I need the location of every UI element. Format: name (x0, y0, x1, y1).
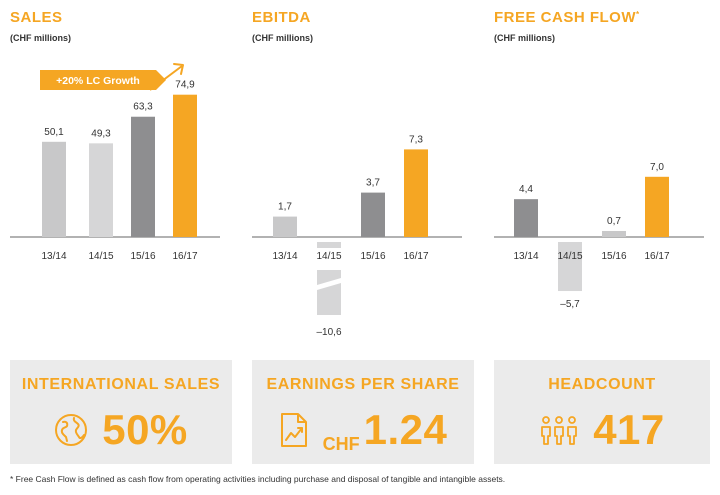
growth-arrow-head (173, 63, 184, 75)
bar (404, 149, 428, 237)
ebitda-bar-chart: 1,7 13/14 –10,6 14/15 3,7 15/16 7,3 16/17 (252, 134, 462, 338)
kpi-international-sales: INTERNATIONAL SALES 50% (10, 360, 232, 464)
chart-subtitle: (CHF millions) (10, 33, 71, 43)
category-label: 14/15 (557, 251, 582, 262)
data-label: 49,3 (91, 128, 111, 139)
chart-title-text: FREE CASH FLOW (494, 9, 636, 26)
chart-title: EBITDA (252, 9, 311, 26)
data-label: 1,7 (278, 202, 292, 213)
growth-banner (40, 70, 166, 90)
free-cash-flow-bar-chart: 4,4 13/14 –5,7 14/15 0,7 15/16 7,0 16/17 (494, 162, 704, 310)
bar (131, 116, 155, 237)
kpi-title: HEADCOUNT (548, 376, 656, 393)
bar (317, 270, 341, 285)
people-icon (541, 416, 578, 445)
data-label: –10,6 (316, 327, 341, 338)
globe-icon (55, 414, 88, 446)
data-label: 50,1 (44, 127, 64, 138)
chart-subtitle: (CHF millions) (252, 33, 313, 43)
document-chart-icon (280, 413, 307, 447)
category-label: 14/15 (88, 251, 113, 262)
bar (42, 141, 66, 237)
kpi-value: 417 (593, 406, 665, 453)
chart-subtitle: (CHF millions) (494, 33, 555, 43)
category-label: 16/17 (403, 251, 428, 262)
bar (645, 176, 669, 237)
data-label: 63,3 (133, 102, 153, 113)
bar (317, 242, 341, 248)
category-label: 13/14 (272, 251, 297, 262)
footnote: * Free Cash Flow is defined as cash flow… (10, 474, 506, 484)
kpi-title: INTERNATIONAL SALES (21, 376, 221, 393)
category-label: 13/14 (41, 251, 66, 262)
bar (514, 199, 538, 237)
bar (602, 230, 626, 237)
kpi-title: EARNINGS PER SHARE (266, 376, 460, 393)
data-label: 4,4 (519, 184, 533, 195)
growth-arrow (149, 65, 183, 91)
sales-chart: SALES (CHF millions) 50,1 13/14 49,3 14/15 6… (10, 0, 235, 350)
category-label: 15/16 (130, 251, 155, 262)
data-label: 3,7 (366, 178, 380, 189)
category-label: 14/15 (316, 251, 341, 262)
data-label: –5,7 (560, 299, 580, 310)
footnote-mark: * (636, 10, 640, 19)
bar (317, 283, 341, 315)
category-label: 16/17 (644, 251, 669, 262)
category-label: 15/16 (601, 251, 626, 262)
ebitda-chart: EBITDA (CHF millions) 1,7 13/14 –10,6 14/15… (252, 0, 477, 350)
bar (89, 143, 113, 237)
category-label: 16/17 (172, 251, 197, 262)
kpi-earnings-per-share: EARNINGS PER SHARE CHF 1.24 (252, 360, 474, 464)
category-label: 13/14 (513, 251, 538, 262)
bar (173, 94, 197, 237)
data-label: 7,0 (650, 162, 664, 173)
chart-title: FREE CASH FLOW* (494, 9, 640, 26)
free-cash-flow-chart: FREE CASH FLOW* (CHF millions) 4,4 13/14 –… (494, 0, 719, 350)
kpi-headcount: HEADCOUNT 417 (494, 360, 710, 464)
kpi-value: 50% (102, 406, 188, 453)
bar (273, 216, 297, 237)
sales-bar-chart: 50,1 13/14 49,3 14/15 63,3 15/16 74,9 16/17 +20%… (10, 63, 220, 262)
chart-title: SALES (10, 9, 63, 26)
kpi-currency: CHF (322, 434, 360, 454)
kpi-value: 1.24 (363, 406, 448, 453)
category-label: 15/16 (360, 251, 385, 262)
data-label: 74,9 (175, 80, 195, 91)
data-label: 0,7 (607, 216, 621, 227)
bar (361, 192, 385, 237)
bar (558, 242, 582, 292)
data-label: 7,3 (409, 134, 423, 145)
growth-annotation: +20% LC Growth (56, 75, 140, 87)
